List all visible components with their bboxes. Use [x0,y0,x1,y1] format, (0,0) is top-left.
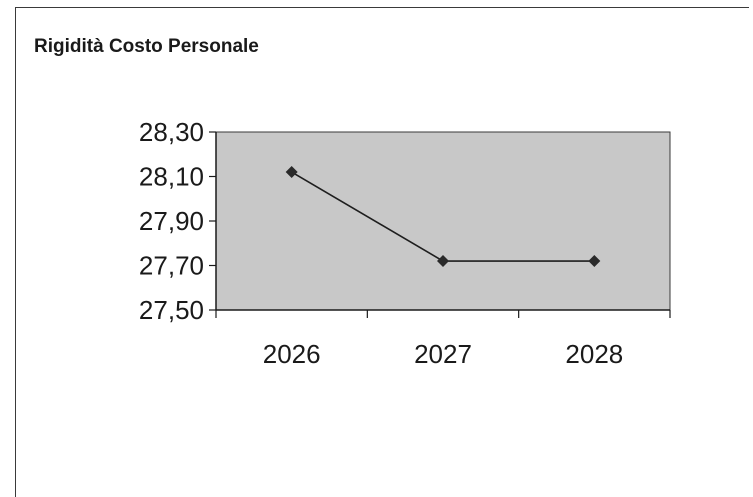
data-point-marker [285,166,298,179]
y-tick-label: 28,30 [139,117,204,147]
x-tick-label: 2028 [565,339,623,369]
data-point-marker [437,255,449,268]
series-layer [285,166,601,268]
x-axis-ticks: 2026 2027 2028 [215,310,671,369]
x-tick-label: 2027 [414,339,472,369]
plot-area [215,131,671,311]
x-tick-label: 2026 [263,339,321,369]
chart-title: Rigidità Costo Personale [34,36,259,57]
data-point-marker [588,255,601,268]
y-tick-label: 27,50 [139,295,204,325]
y-tick-label: 28,10 [139,162,204,192]
y-tick-label: 27,70 [139,251,204,281]
y-axis-ticks: 27,50 27,70 27,90 28,10 28,30 [139,117,216,325]
y-tick-label: 27,90 [139,206,204,236]
